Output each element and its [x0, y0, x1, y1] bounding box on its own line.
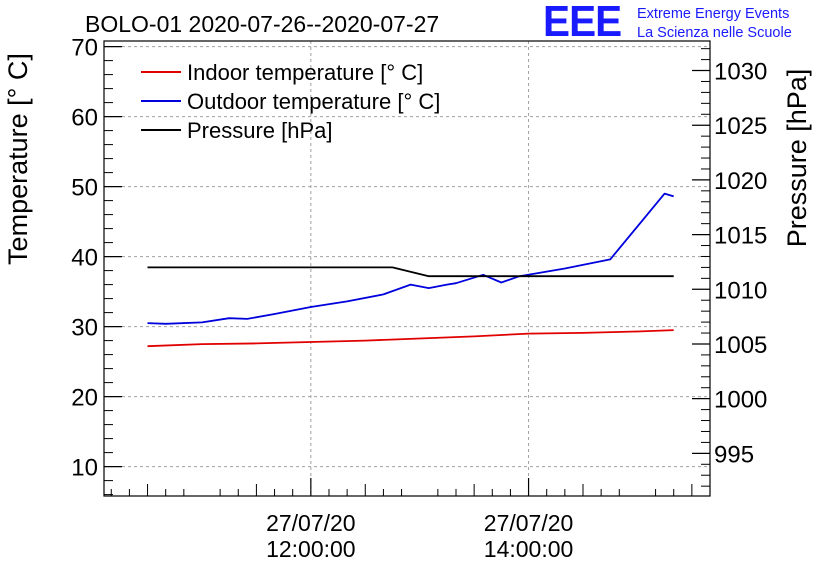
series-group — [147, 192, 674, 348]
legend: Indoor temperature [° C] Outdoor temperat… — [141, 60, 440, 143]
series-line-3 — [147, 266, 674, 278]
y2-tick-label: 1005 — [714, 332, 767, 359]
y-tick-label: 70 — [71, 35, 98, 62]
logo-line-1: Extreme Energy Events — [637, 6, 790, 22]
eee-logo: EEE Extreme Energy Events La Scienza nel… — [543, 0, 833, 46]
grid — [104, 41, 710, 496]
x-tick-label-time: 14:00:00 — [484, 536, 574, 562]
y2-tick-label: 1020 — [714, 168, 767, 195]
legend-label-3: Pressure [hPa] — [187, 118, 333, 143]
y2-tick-label: 1025 — [714, 113, 767, 140]
y-tick-label: 30 — [71, 315, 98, 342]
series-line-2 — [147, 192, 674, 325]
y2-axis-label: Pressure [hPa] — [782, 69, 812, 248]
chart-title: BOLO-01 2020-07-26--2020-07-27 — [85, 11, 439, 37]
y2-tick-label: 995 — [714, 441, 754, 468]
legend-label-2: Outdoor temperature [° C] — [187, 89, 440, 114]
series-line-1 — [147, 329, 674, 348]
y-tick-label: 20 — [71, 385, 98, 412]
logo-line-2: La Scienza nelle Scuole — [637, 25, 792, 41]
y2-tick-label: 1015 — [714, 223, 767, 250]
y-tick-label: 10 — [71, 455, 98, 482]
eee-mark: EEE — [543, 0, 622, 46]
y2-tick-label: 1030 — [714, 59, 767, 86]
axes: 1020304050607099510001005101010151020102… — [71, 35, 767, 562]
x-tick-label-date: 27/07/20 — [484, 510, 574, 536]
y-tick-label: 60 — [71, 105, 98, 132]
legend-label-1: Indoor temperature [° C] — [187, 60, 423, 85]
y-axis-label: Temperature [° C] — [3, 53, 33, 265]
y2-tick-label: 1010 — [714, 277, 767, 304]
y2-tick-label: 1000 — [714, 387, 767, 414]
y-tick-label: 50 — [71, 175, 98, 202]
x-tick-label-date: 27/07/20 — [266, 510, 356, 536]
x-tick-label-time: 12:00:00 — [266, 536, 356, 562]
y-tick-label: 40 — [71, 245, 98, 272]
plot-frame — [103, 40, 711, 497]
